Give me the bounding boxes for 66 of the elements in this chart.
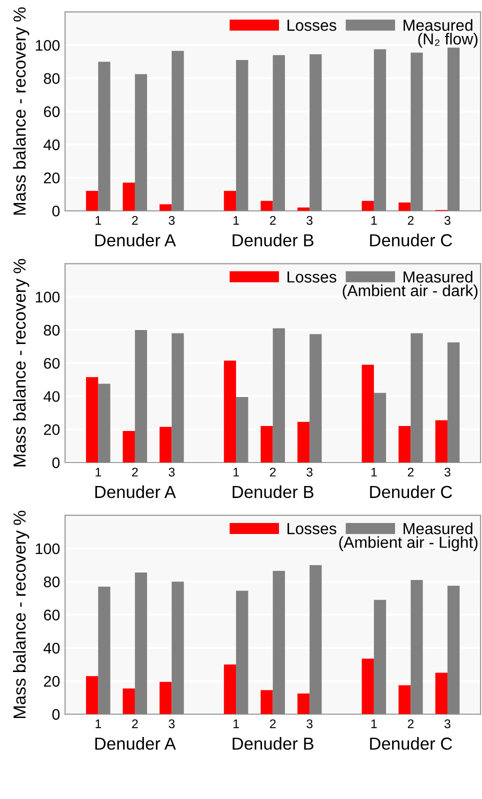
y-axis-title: Mass balance - recovery % [12,510,30,718]
y-tick-label: 60 [44,610,60,620]
y-tick-label: 100 [36,543,60,554]
y-tick-label: 0 [52,709,60,720]
text: Denuder A [95,234,176,246]
x-tick-label: 2 [408,719,414,728]
x-tick-label: 2 [132,468,138,476]
text: Denuder C [370,234,452,246]
y-tick-label: 0 [52,457,60,468]
text: (Ambient air - dark) [342,284,478,300]
x-tick-label: 1 [96,216,102,225]
x-tick-label: 2 [270,216,276,225]
y-tick-label: 0 [52,206,60,216]
x-tick-label: 1 [96,468,102,476]
x-tick-label: 3 [168,216,175,225]
text: Denuder A [95,485,176,498]
legend-label: Measured [404,522,472,534]
text: Denuder B [232,485,314,498]
x-tick-label: 3 [444,216,450,225]
x-tick-label: 3 [444,468,450,477]
x-tick-label: 1 [371,720,377,728]
x-tick-label: 2 [270,468,276,476]
legend-label: Losses [288,20,336,31]
y-tick-label: 20 [44,424,60,436]
text: Denuder B [232,737,314,750]
x-tick-label: 2 [408,468,414,476]
y-tick-label: 20 [44,676,60,687]
y-tick-label: 80 [44,73,60,84]
x-tick-label: 2 [132,216,138,225]
y-tick-label: 100 [36,40,60,51]
text: Denuder C [370,485,452,498]
x-tick-label: 3 [444,719,450,728]
x-tick-label: 2 [270,719,276,728]
y-tick-label: 60 [44,358,60,369]
x-tick-label: 2 [132,719,138,728]
text: (Ambient air - Light) [339,536,478,552]
x-tick-label: 3 [306,719,313,728]
x-tick-label: 3 [306,216,313,225]
x-tick-label: 1 [234,720,239,728]
x-tick-label: 3 [306,468,313,477]
text: Denuder B [232,234,314,246]
x-tick-label: 3 [168,468,175,477]
x-tick-label: 1 [234,216,239,225]
text: Denuder A [95,737,176,750]
y-tick-label: 40 [44,139,60,150]
x-tick-label: 1 [234,468,239,476]
y-axis-title: Mass balance - recovery % [12,7,30,215]
y-tick-label: 60 [44,106,60,118]
y-tick-label: 80 [44,576,60,588]
legend-label: Losses [288,523,336,534]
y-tick-label: 20 [44,172,60,184]
legend-label: Measured [404,19,472,31]
x-tick-label: 1 [371,216,377,225]
x-tick-label: 3 [168,719,175,728]
legend-label: Losses [288,271,336,283]
legend-label: Measured [404,270,472,283]
x-tick-label: 2 [408,216,414,225]
y-tick-label: 40 [44,391,60,402]
x-tick-label: 1 [371,468,377,476]
x-tick-label: 1 [96,720,102,728]
text: (N₂ flow) [418,32,478,48]
y-axis-title: Mass balance - recovery % [12,259,30,466]
y-tick-label: 100 [36,292,60,302]
text: Denuder C [370,737,452,750]
y-tick-label: 40 [44,642,60,654]
y-tick-label: 80 [44,324,60,336]
